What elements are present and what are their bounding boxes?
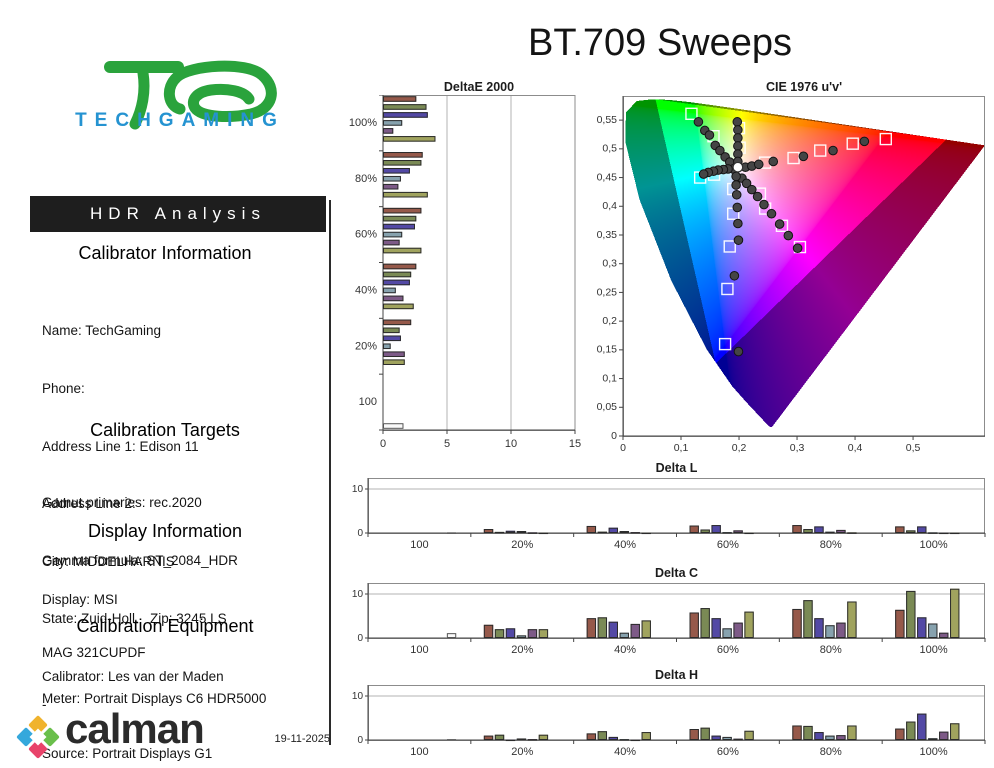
info-line: Calibrator: Les van der Maden — [42, 669, 224, 685]
delta-c-chart-title: Delta C — [654, 566, 699, 580]
info-line: City: MIDDELHARNIS — [42, 553, 175, 569]
calman-logo-icon — [16, 715, 60, 759]
info-line: MAG 321CUPDF — [42, 644, 146, 660]
calibration-targets-heading: Calibration Targets — [90, 420, 240, 440]
report-section-banner: HDR Analysis — [30, 196, 326, 232]
deltae2000-chart-canvas — [347, 95, 587, 455]
info-line: Address Line 2: — [42, 496, 136, 512]
info-line: Source: Portrait Displays G1 — [42, 746, 213, 762]
page-title: BT.709 Sweeps — [527, 22, 793, 64]
cie-1976-diagram-title: CIE 1976 u'v' — [765, 80, 843, 94]
calibration-equipment-lines: Meter: Portrait Displays C6 HDR5000 Sour… — [42, 653, 327, 768]
info-line: Display: MSI — [42, 592, 118, 607]
calman-icon-center — [29, 728, 47, 746]
cie-1976-diagram: CIE 1976 u'v' — [595, 80, 994, 467]
calibrator-info-heading: Calibrator Information — [78, 243, 252, 263]
calibrator-info-lines: Name: TechGaming Phone: Address Line 1: … — [42, 283, 327, 725]
report-section-banner-label: HDR Analysis — [90, 204, 266, 223]
calibration-targets-lines: Gamut primaries: rec.2020 Gamma formula:… — [42, 455, 327, 609]
info-line: State: Zuid-Holl. Zip: 3245 LS — [42, 611, 227, 627]
info-line: Phone: — [42, 381, 85, 397]
display-info-heading: Display Information — [87, 521, 243, 541]
techgaming-logo-text: TECHGAMING — [75, 110, 285, 131]
delta-c-chart-canvas — [350, 581, 994, 653]
display-info-lines: Display: MSI MAG 321CUPDF - — [42, 556, 327, 749]
report-date: 19-11-2025 — [274, 733, 330, 745]
delta-l-chart: Delta L — [350, 461, 994, 548]
delta-h-chart: Delta H — [350, 668, 994, 755]
calman-logo: calman — [16, 705, 318, 760]
info-line: Gamma formula: ST_2084_HDR — [42, 553, 238, 569]
info-line: Address Line 1: Edison 11 — [42, 438, 199, 454]
info-line: Gamut primaries: rec.2020 — [42, 495, 202, 511]
delta-h-chart-title: Delta H — [654, 668, 699, 682]
delta-c-chart: Delta C — [350, 566, 994, 653]
info-line: Name: TechGaming — [42, 323, 162, 339]
info-line: - — [42, 697, 47, 712]
calibration-equipment-heading: Calibration Equipment — [76, 616, 254, 636]
techgaming-logo-mark-icon — [104, 60, 277, 130]
delta-l-chart-title: Delta L — [655, 461, 698, 475]
calman-logo-text: calman — [65, 705, 205, 752]
delta-l-chart-canvas — [350, 476, 994, 548]
techgaming-logo — [30, 52, 330, 142]
info-line: Meter: Portrait Displays C6 HDR5000 — [42, 690, 267, 706]
deltae2000-chart: DeltaE 2000 — [347, 80, 587, 455]
deltae2000-chart-title: DeltaE 2000 — [443, 80, 515, 94]
vertical-divider — [329, 200, 331, 745]
cie-1976-diagram-canvas — [595, 95, 994, 467]
delta-h-chart-canvas — [350, 683, 994, 755]
